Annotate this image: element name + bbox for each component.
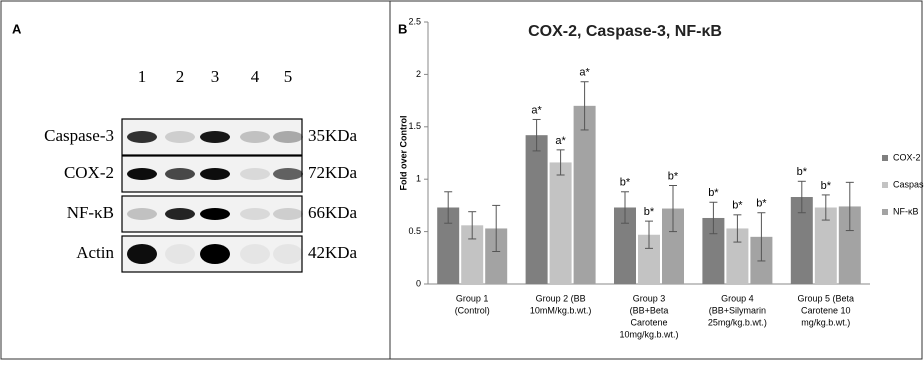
x-tick-label: Group 2 (BB [536, 293, 586, 303]
x-tick-label: (BB+Beta [630, 305, 669, 315]
bar [526, 135, 548, 284]
size-label: 42KDa [308, 243, 358, 262]
x-tick-label: mg/kg.b.wt.) [801, 317, 850, 327]
x-tick-label: Group 3 [633, 293, 666, 303]
size-label: 66KDa [308, 203, 358, 222]
y-tick-label: 1.5 [408, 121, 421, 131]
bar [574, 106, 596, 284]
x-tick-label: Carotene [630, 317, 667, 327]
blot-band [127, 208, 157, 220]
blot-band [165, 244, 195, 264]
y-tick-label: 2 [416, 69, 421, 79]
blot-band [273, 208, 303, 220]
blot-band [165, 208, 195, 220]
significance-label: b* [620, 177, 631, 189]
x-tick-label: 10mM/kg.b.wt.) [530, 305, 592, 315]
blot-band [240, 208, 270, 220]
x-tick-label: Group 4 [721, 293, 754, 303]
significance-label: b* [732, 200, 743, 212]
significance-label: b* [797, 166, 808, 178]
bar [550, 162, 572, 284]
legend-swatch [882, 155, 888, 161]
blot-band [273, 131, 303, 143]
blot-band [127, 168, 157, 180]
significance-label: b* [821, 180, 832, 192]
y-tick-label: 0.5 [408, 226, 421, 236]
chart-title: COX-2, Caspase-3, NF-κB [528, 23, 722, 40]
significance-label: b* [756, 198, 767, 210]
blot-band [240, 168, 270, 180]
x-tick-label: (BB+Silymarin [709, 305, 766, 315]
lane-label: 2 [176, 67, 185, 86]
figure: A B COX-2, Caspase-3, NF-κB Fold over Co… [0, 0, 924, 361]
y-tick-label: 0 [416, 278, 421, 288]
legend-label: COX-2 [893, 152, 921, 162]
blot-band [240, 244, 270, 264]
significance-label: a* [555, 135, 566, 147]
x-tick-label: Group 5 (Beta [798, 293, 855, 303]
y-tick-label: 1 [416, 174, 421, 184]
legend-swatch [882, 182, 888, 188]
x-tick-label: Group 1 [456, 293, 489, 303]
x-tick-label: Carotene 10 [801, 305, 851, 315]
blot-band [200, 208, 230, 220]
blot-band [200, 131, 230, 143]
significance-label: b* [708, 187, 719, 199]
legend-label: Caspase-3 [893, 179, 924, 189]
blot-band [273, 244, 303, 264]
blot-band [165, 131, 195, 143]
size-label: 35KDa [308, 126, 358, 145]
blot-band [165, 168, 195, 180]
y-tick-label: 2.5 [408, 16, 421, 26]
protein-label: COX-2 [64, 163, 114, 182]
lane-label: 1 [138, 67, 147, 86]
protein-label: Caspase-3 [44, 126, 114, 145]
protein-label: NF-κB [67, 203, 114, 222]
page: A B COX-2, Caspase-3, NF-κB Fold over Co… [0, 0, 924, 366]
significance-label: a* [579, 67, 590, 79]
blot-band [200, 168, 230, 180]
significance-label: b* [668, 170, 679, 182]
x-tick-label: (Control) [455, 305, 490, 315]
x-tick-label: 10mg/kg.b.wt.) [619, 329, 678, 339]
size-label: 72KDa [308, 163, 358, 182]
blot-band [127, 244, 157, 264]
lane-label: 4 [251, 67, 260, 86]
blot-band [127, 131, 157, 143]
panel-label: A [12, 21, 22, 36]
lane-label: 5 [284, 67, 293, 86]
panel-label: B [398, 21, 407, 36]
legend-swatch [882, 209, 888, 215]
significance-label: b* [644, 206, 655, 218]
blot-band [240, 131, 270, 143]
blot-band [273, 168, 303, 180]
y-axis-label: Fold over Control [398, 116, 408, 191]
blot-band [200, 244, 230, 264]
legend-label: NF-κB [893, 206, 919, 216]
protein-label: Actin [76, 243, 114, 262]
x-tick-label: 25mg/kg.b.wt.) [708, 317, 767, 327]
significance-label: a* [531, 104, 542, 116]
lane-label: 3 [211, 67, 220, 86]
